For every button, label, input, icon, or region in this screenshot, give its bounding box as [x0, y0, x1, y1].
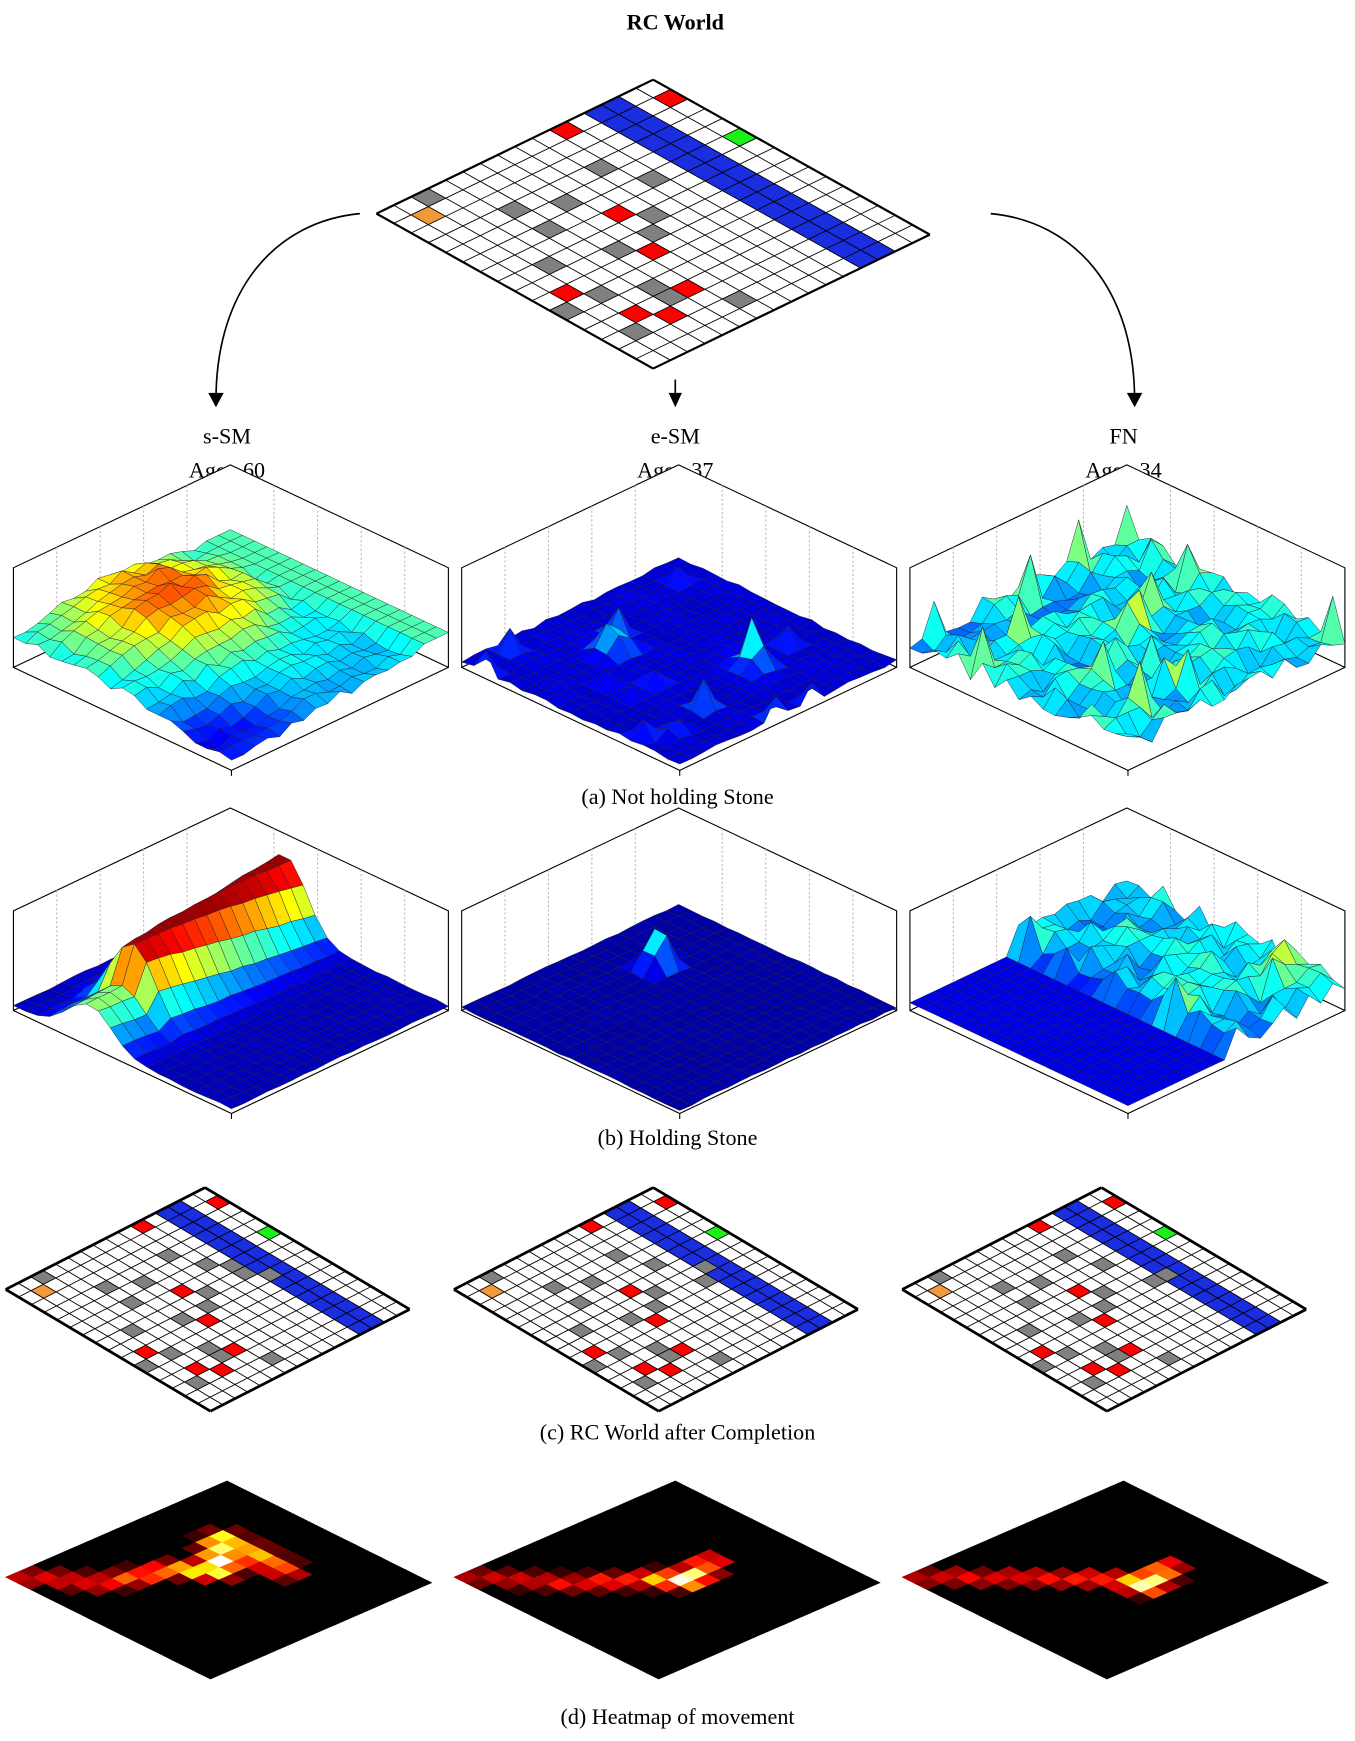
- page: {"title":"RC World", "panels":[{"method"…: [0, 0, 1355, 1741]
- heatmaps: [6, 1481, 1329, 1679]
- arrow: [216, 214, 360, 401]
- figure: RC World s-SM Age : 60 e-SM Age : 37 FN …: [0, 0, 1355, 1741]
- caption: (a) Not holding Stone: [581, 784, 774, 809]
- completed-grids: [6, 1188, 1306, 1412]
- method-label: s-SM: [203, 423, 251, 448]
- rc-world-grid: [376, 80, 929, 369]
- arrow: [991, 214, 1135, 401]
- surface-panel: [462, 465, 897, 776]
- caption: (c) RC World after Completion: [540, 1419, 816, 1444]
- surface-panel: [910, 808, 1345, 1119]
- arrow-head: [669, 393, 682, 407]
- figure-title: RC World: [627, 9, 725, 34]
- caption: (d) Heatmap of movement: [560, 1704, 795, 1729]
- caption: (b) Holding Stone: [598, 1125, 758, 1150]
- surface-panel: [910, 465, 1345, 776]
- arrow-head: [1127, 393, 1142, 407]
- surface-panel: [13, 808, 448, 1119]
- surface-panel: [462, 808, 897, 1119]
- method-label: e-SM: [651, 423, 700, 448]
- surface-panel: [13, 465, 448, 776]
- method-label: FN: [1109, 423, 1137, 448]
- arrow-head: [208, 393, 223, 407]
